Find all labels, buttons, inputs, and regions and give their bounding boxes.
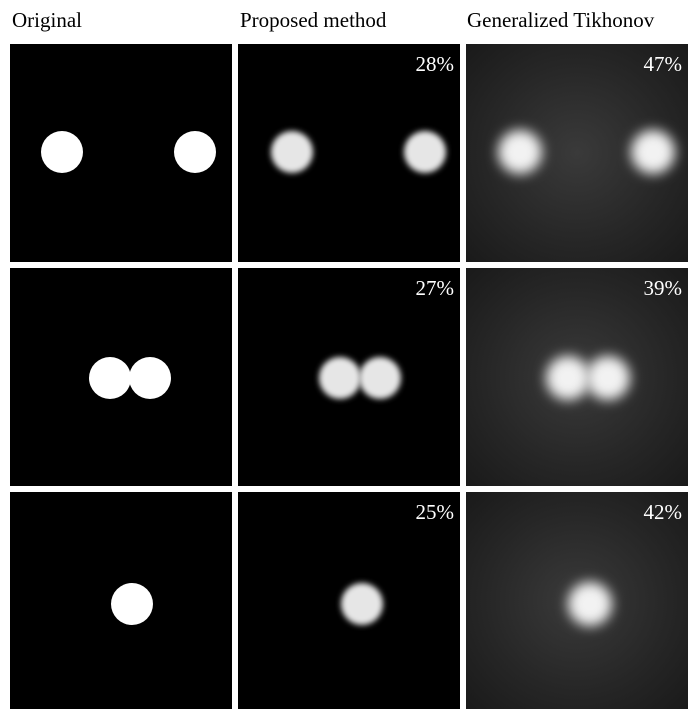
disc xyxy=(568,582,612,626)
disc xyxy=(174,131,216,173)
disc xyxy=(586,356,630,400)
disc xyxy=(319,357,361,399)
image-panel: 42% xyxy=(466,492,688,709)
disc xyxy=(359,357,401,399)
disc xyxy=(41,131,83,173)
image-panel: 25% xyxy=(238,492,460,709)
column-title: Proposed method xyxy=(240,8,387,32)
disc xyxy=(129,357,171,399)
disc xyxy=(271,131,313,173)
error-label: 47% xyxy=(644,52,683,76)
error-label: 39% xyxy=(644,276,683,300)
error-label: 42% xyxy=(644,500,683,524)
image-panel xyxy=(10,268,232,486)
disc xyxy=(498,130,542,174)
image-panel: 28% xyxy=(238,44,460,262)
image-panel xyxy=(10,492,232,709)
image-panel: 39% xyxy=(466,268,688,486)
error-label: 27% xyxy=(416,276,455,300)
figure: Original Proposed method Generalized Tik… xyxy=(0,0,695,709)
image-panel: 47% xyxy=(466,44,688,262)
error-label: 28% xyxy=(416,52,455,76)
column-title: Original xyxy=(12,8,82,32)
disc xyxy=(341,583,383,625)
image-panel xyxy=(10,44,232,262)
disc xyxy=(404,131,446,173)
disc xyxy=(89,357,131,399)
column-title: Generalized Tikhonov xyxy=(467,8,655,32)
disc xyxy=(111,583,153,625)
image-panel: 27% xyxy=(238,268,460,486)
error-label: 25% xyxy=(416,500,455,524)
panels: 28% 47% 27% 39% 25% 42% xyxy=(10,44,688,709)
disc xyxy=(631,130,675,174)
disc xyxy=(546,356,590,400)
